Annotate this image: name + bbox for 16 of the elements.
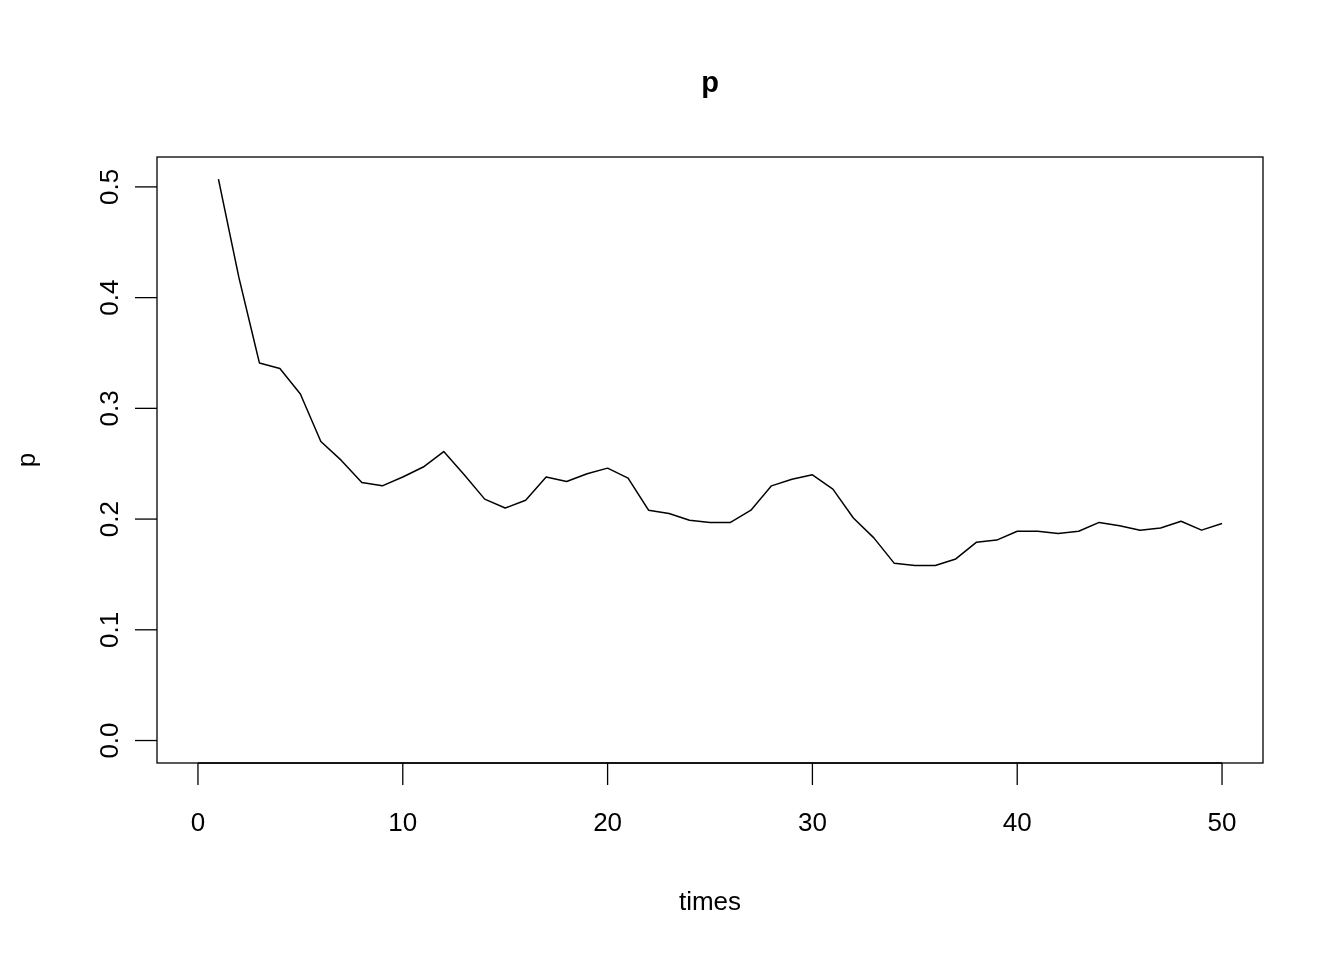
y-tick-label: 0.5 <box>94 168 125 205</box>
y-tick-label: 0.2 <box>94 500 125 538</box>
y-tick-label: 0.4 <box>94 279 125 316</box>
y-tick-label: 0.3 <box>94 390 125 427</box>
x-tick-label: 40 <box>1002 807 1032 837</box>
x-tick-label: 10 <box>388 807 418 837</box>
y-axis-title: p <box>11 452 41 468</box>
x-axis-title: times <box>678 886 742 916</box>
x-tick-label: 30 <box>797 807 827 837</box>
line-series <box>217 178 1223 567</box>
y-tick-label: 0.1 <box>94 611 125 648</box>
y-tick-label: 0.0 <box>94 722 125 759</box>
x-tick-label: 50 <box>1207 807 1237 837</box>
chart-title: p <box>701 66 719 98</box>
x-tick-label: 0 <box>190 807 206 837</box>
x-tick-label: 20 <box>593 807 623 837</box>
